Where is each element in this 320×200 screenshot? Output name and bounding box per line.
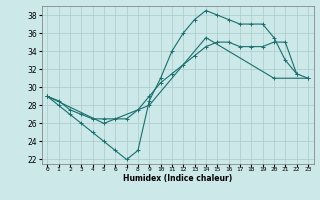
X-axis label: Humidex (Indice chaleur): Humidex (Indice chaleur) [123,174,232,183]
